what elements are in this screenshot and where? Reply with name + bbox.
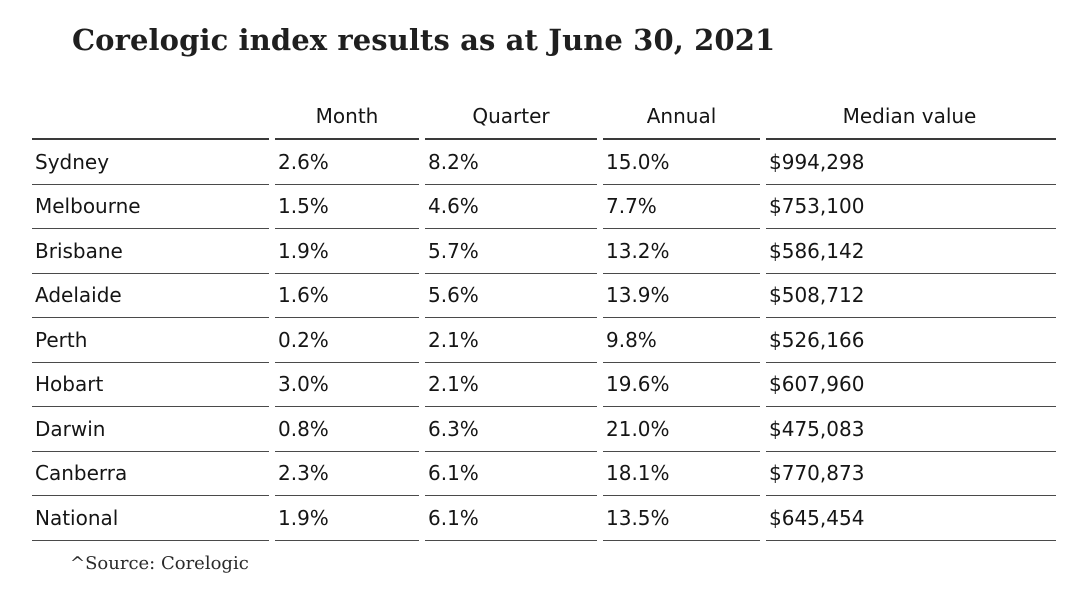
cell-quarter: 5.6% (419, 273, 600, 318)
cell-annual: 21.0% (597, 406, 763, 452)
cell-annual: 9.8% (597, 317, 763, 363)
cell-median: $994,298 (760, 139, 1056, 185)
cell-month: 0.2% (269, 317, 422, 363)
cell-month: 0.8% (269, 406, 422, 452)
cell-quarter: 4.6% (419, 184, 600, 229)
cell-quarter: 2.1% (419, 362, 600, 407)
cell-annual: 15.0% (597, 139, 763, 185)
cell-quarter: 8.2% (419, 139, 600, 185)
cell-quarter: 5.7% (419, 228, 600, 274)
cell-median: $475,083 (760, 406, 1056, 452)
cell-city: Adelaide (32, 273, 272, 318)
cell-city: Brisbane (32, 228, 272, 274)
cell-city: Canberra (32, 451, 272, 496)
table-row: Perth 0.2% 2.1% 9.8% $526,166 (32, 317, 1056, 363)
cell-median: $526,166 (760, 317, 1056, 363)
table-row: National 1.9% 6.1% 13.5% $645,454 (32, 495, 1056, 541)
cell-city: Darwin (32, 406, 272, 452)
cell-median: $770,873 (760, 451, 1056, 496)
page-title: Corelogic index results as at June 30, 2… (72, 23, 776, 57)
table-row: Melbourne 1.5% 4.6% 7.7% $753,100 (32, 184, 1056, 229)
header-quarter: Quarter (422, 94, 600, 140)
cell-city: National (32, 495, 272, 541)
cell-city: Melbourne (32, 184, 272, 229)
cell-city: Sydney (32, 139, 272, 185)
cell-median: $645,454 (760, 495, 1056, 541)
cell-quarter: 6.1% (419, 451, 600, 496)
cell-city: Perth (32, 317, 272, 363)
cell-month: 2.3% (269, 451, 422, 496)
cell-median: $586,142 (760, 228, 1056, 274)
header-row: Month Quarter Annual Median value (32, 94, 1056, 140)
cell-month: 1.9% (269, 495, 422, 541)
cell-quarter: 2.1% (419, 317, 600, 363)
table-header: Month Quarter Annual Median value (32, 94, 1056, 140)
cell-quarter: 6.1% (419, 495, 600, 541)
table-row: Adelaide 1.6% 5.6% 13.9% $508,712 (32, 273, 1056, 318)
table-row: Darwin 0.8% 6.3% 21.0% $475,083 (32, 406, 1056, 452)
header-city-blank (32, 94, 272, 140)
cell-median: $753,100 (760, 184, 1056, 229)
index-results-table: Month Quarter Annual Median value Sydney… (32, 94, 1056, 541)
cell-annual: 18.1% (597, 451, 763, 496)
cell-month: 1.5% (269, 184, 422, 229)
cell-month: 3.0% (269, 362, 422, 407)
cell-annual: 13.9% (597, 273, 763, 318)
header-month: Month (272, 94, 422, 140)
cell-month: 1.6% (269, 273, 422, 318)
cell-city: Hobart (32, 362, 272, 407)
header-annual: Annual (600, 94, 763, 140)
cell-month: 2.6% (269, 139, 422, 185)
cell-quarter: 6.3% (419, 406, 600, 452)
cell-annual: 7.7% (597, 184, 763, 229)
table-row: Hobart 3.0% 2.1% 19.6% $607,960 (32, 362, 1056, 407)
table-row: Sydney 2.6% 8.2% 15.0% $994,298 (32, 139, 1056, 185)
table-row: Brisbane 1.9% 5.7% 13.2% $586,142 (32, 228, 1056, 274)
table-body: Sydney 2.6% 8.2% 15.0% $994,298 Melbourn… (32, 139, 1056, 541)
cell-month: 1.9% (269, 228, 422, 274)
source-note: ^Source: Corelogic (70, 553, 249, 574)
cell-annual: 13.5% (597, 495, 763, 541)
cell-median: $508,712 (760, 273, 1056, 318)
cell-median: $607,960 (760, 362, 1056, 407)
header-median-value: Median value (763, 94, 1056, 140)
table-row: Canberra 2.3% 6.1% 18.1% $770,873 (32, 451, 1056, 496)
index-results-table-container: Month Quarter Annual Median value Sydney… (32, 94, 1056, 541)
cell-annual: 13.2% (597, 228, 763, 274)
cell-annual: 19.6% (597, 362, 763, 407)
